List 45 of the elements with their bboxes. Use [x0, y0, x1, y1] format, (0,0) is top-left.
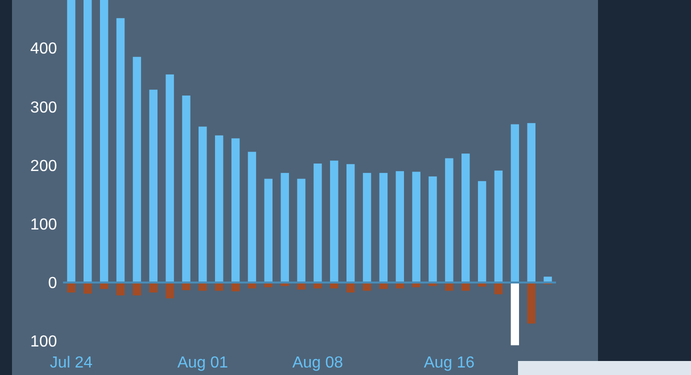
bar — [510, 282, 520, 346]
bar — [231, 138, 240, 283]
bar — [132, 282, 142, 296]
y-tick-label: 100 — [30, 216, 58, 234]
bar — [84, 282, 92, 294]
bar — [527, 123, 536, 283]
bar — [248, 152, 256, 283]
y-tick-label: 100 — [30, 334, 58, 351]
bar — [478, 181, 486, 283]
bar — [84, 0, 92, 283]
bar — [280, 172, 289, 283]
x-tick-label: Jul 24 — [50, 354, 93, 372]
bar — [297, 178, 306, 283]
y-tick-label: 400 — [30, 40, 58, 58]
bar — [445, 158, 454, 283]
y-tick-label: 0 — [48, 275, 58, 292]
x-tick-label: Aug 01 — [177, 354, 228, 372]
bar — [116, 282, 125, 296]
bar — [215, 135, 224, 283]
bar — [462, 154, 470, 283]
bar — [362, 172, 372, 283]
x-tick-label: Aug 16 — [424, 354, 475, 372]
bar — [132, 56, 142, 283]
bar — [264, 178, 273, 283]
bar — [428, 176, 437, 283]
y-tick-label: 300 — [30, 99, 58, 116]
bar — [166, 282, 174, 298]
bar — [166, 74, 174, 283]
bar — [412, 172, 420, 283]
bar — [116, 18, 125, 283]
bar — [67, 0, 76, 283]
bar — [182, 96, 190, 283]
x-tick-label: Aug 08 — [292, 354, 344, 372]
bar — [494, 170, 503, 283]
bar — [198, 126, 207, 283]
bar — [527, 282, 536, 324]
bar — [100, 0, 108, 283]
bar — [330, 160, 338, 283]
bar — [379, 172, 388, 283]
bar — [396, 171, 404, 283]
y-tick-label: 200 — [30, 158, 58, 175]
bar — [314, 164, 322, 283]
bar — [149, 90, 158, 283]
bar — [510, 124, 520, 283]
bar — [346, 164, 355, 283]
